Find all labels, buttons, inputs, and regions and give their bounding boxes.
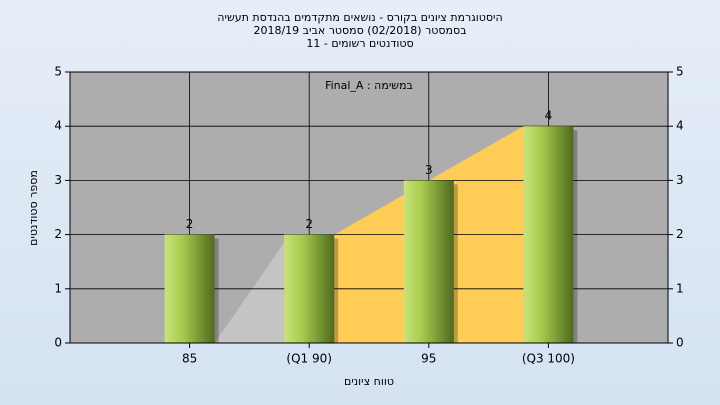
y-tick-label: 5 <box>54 65 62 79</box>
bar <box>164 234 215 343</box>
y2-tick-label: 3 <box>676 173 684 187</box>
shade-area <box>214 242 285 343</box>
bar <box>284 234 335 343</box>
y-axis-label: מספר סטודנטים <box>27 170 40 246</box>
bar <box>403 180 454 343</box>
value-label: 4 <box>545 109 553 123</box>
chart-subtitle: בסמסטר (02/2018) סמסטר אביב 2018/19 <box>253 24 466 37</box>
chart-subtitle: סטודנטים רשומים - 11 <box>306 37 413 50</box>
x-tick-label: (Q3 100) <box>522 352 575 366</box>
x-tick-label: 85 <box>182 352 197 366</box>
chart-title: היסטוגרמת ציונים בקורס - נושאים מתקדמים … <box>217 11 502 24</box>
y2-tick-label: 0 <box>676 336 684 350</box>
annotation: במשימה : Final_A <box>325 79 413 92</box>
y-tick-label: 3 <box>54 173 62 187</box>
value-label: 2 <box>186 217 194 231</box>
y-tick-label: 4 <box>54 119 62 133</box>
y2-tick-label: 2 <box>676 227 684 241</box>
x-tick-label: 95 <box>421 352 436 366</box>
x-tick-label: (Q1 90) <box>286 352 332 366</box>
y-tick-label: 1 <box>54 281 62 295</box>
y2-tick-label: 4 <box>676 119 684 133</box>
value-label: 2 <box>305 217 313 231</box>
y2-tick-label: 1 <box>676 281 684 295</box>
bar <box>523 126 574 343</box>
y2-tick-label: 5 <box>676 65 684 79</box>
y-tick-label: 0 <box>54 336 62 350</box>
plot-border <box>69 71 669 344</box>
value-label: 3 <box>425 163 433 177</box>
y-tick-label: 2 <box>54 227 62 241</box>
x-axis-label: טווח ציונים <box>344 375 394 388</box>
